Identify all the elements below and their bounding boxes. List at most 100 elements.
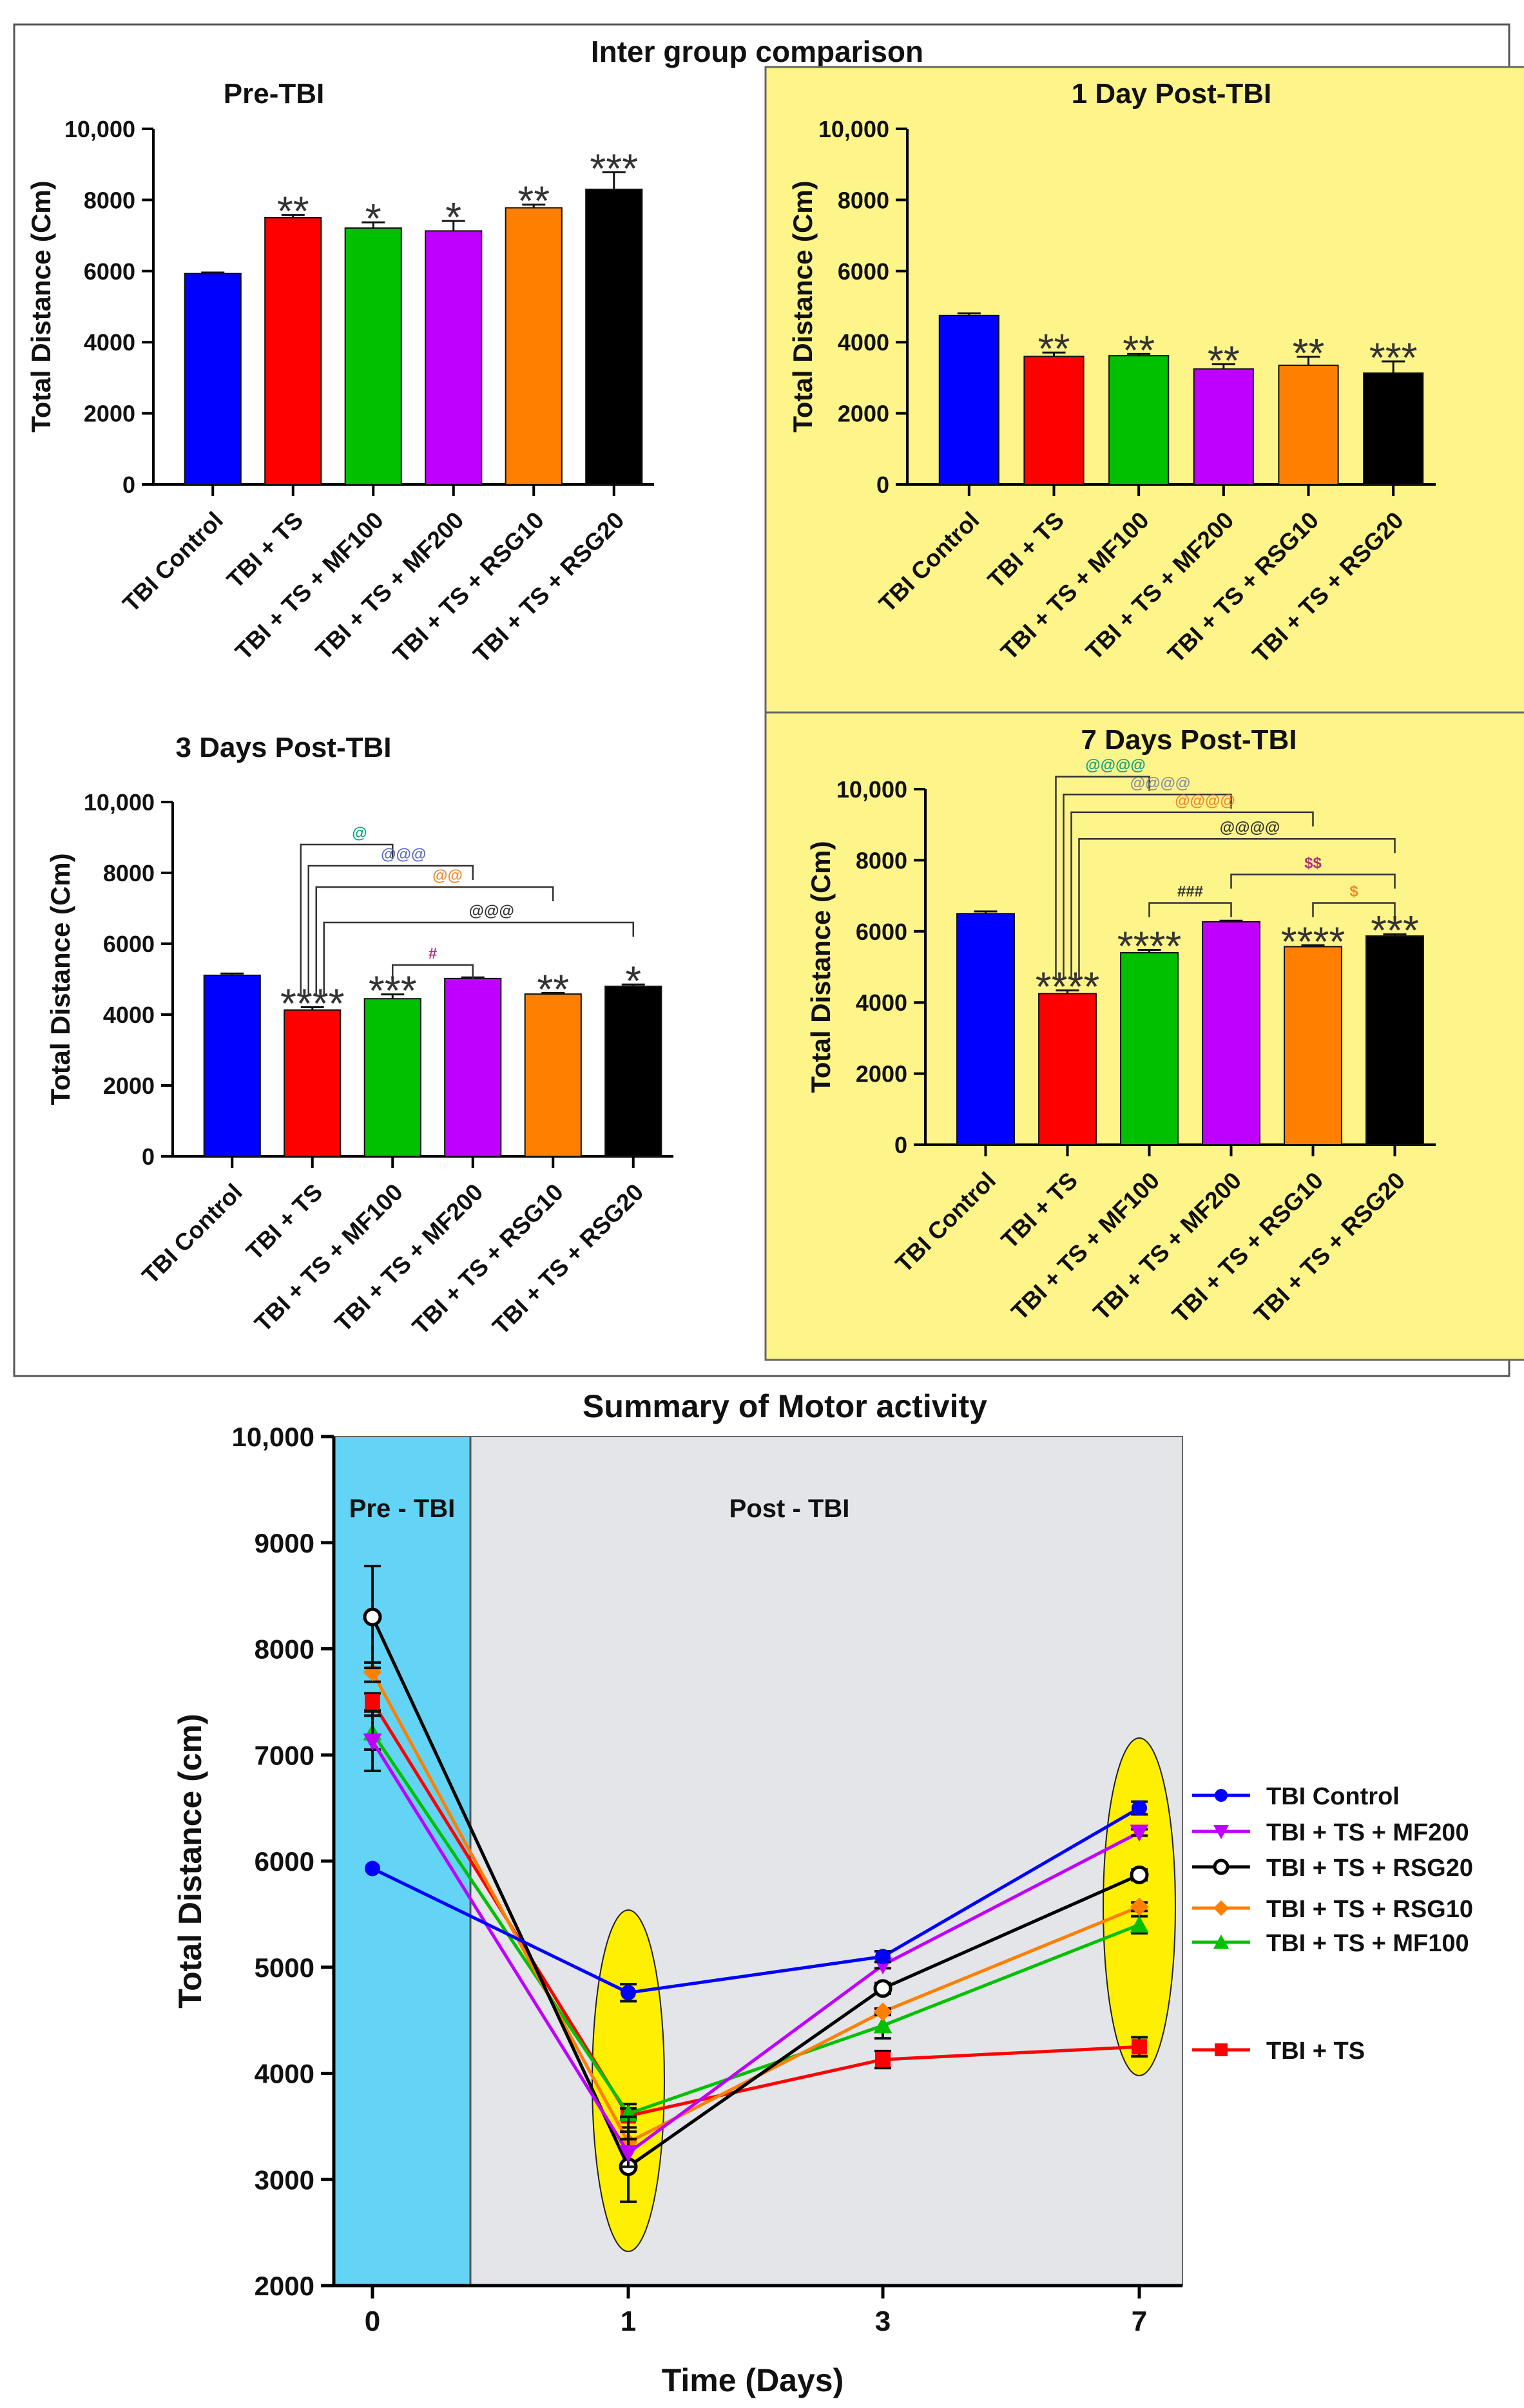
bracket-label: @@@@ — [1220, 819, 1280, 836]
bar-tbi-ts-rsg10 — [1278, 365, 1339, 486]
data-point — [1130, 1897, 1149, 1916]
comparison-bracket — [1078, 838, 1396, 979]
legend-label: TBI + TS + MF100 — [1266, 1930, 1469, 1957]
bar-tbi-ts — [1038, 993, 1097, 1146]
chart-title: Pre-TBI — [224, 78, 324, 110]
legend-marker — [1213, 1859, 1230, 1875]
bar-tbi-ts-mf200 — [444, 977, 502, 1158]
legend-entry-tbi-ts-rsg10: TBI + TS + RSG10 — [1192, 1896, 1473, 1923]
y-tick-label: 0 — [122, 472, 135, 498]
x-tick-label: 7 — [1132, 2306, 1147, 2337]
bracket-label: $ — [1349, 883, 1358, 901]
comparison-bracket — [1055, 776, 1150, 979]
significance-stars: **** — [1036, 963, 1100, 1009]
bracket-label: @ — [352, 825, 367, 842]
significance-stars: ** — [537, 966, 569, 1012]
comparison-bracket — [307, 865, 474, 996]
bar-tbi-ts-mf200 — [425, 230, 483, 485]
data-point — [365, 1694, 380, 1710]
legend-entry-tbi-ts-mf200: TBI + TS + MF200 — [1192, 1819, 1469, 1846]
y-axis-label: Total Distance (Cm) — [787, 180, 818, 432]
comparison-bracket — [1312, 902, 1396, 917]
bar-tbi-ts-mf200 — [1202, 921, 1260, 1145]
data-point — [1132, 2039, 1147, 2055]
bar-tbi-ts-mf100 — [1120, 951, 1179, 1146]
bar-tbi-ts-rsg10 — [505, 207, 563, 485]
x-tick-label: 0 — [365, 2306, 380, 2337]
bar-tbi-ts-rsg10 — [524, 993, 582, 1157]
significance-stars: * — [625, 957, 641, 1004]
legend-label: TBI + TS + RSG20 — [1266, 1855, 1473, 1882]
data-point — [875, 1949, 891, 1965]
series-line — [371, 1806, 1141, 1994]
data-point — [1130, 1915, 1149, 1933]
bar-tbi-control — [956, 913, 1015, 1145]
significance-stars: * — [365, 195, 381, 242]
bar-tbi-ts — [264, 217, 322, 485]
summary-title: Summary of Motor activity — [583, 1388, 987, 1424]
legend-label: TBI + TS + MF200 — [1266, 1819, 1469, 1846]
bracket-label: ### — [1177, 883, 1203, 901]
significance-stars: **** — [1117, 923, 1182, 970]
significance-stars: **** — [1281, 918, 1346, 964]
y-tick-label: 4000 — [856, 989, 907, 1016]
comparison-bracket — [323, 921, 634, 996]
y-tick-label: 4000 — [103, 1002, 155, 1028]
significance-stars: *** — [1369, 334, 1418, 381]
bracket-label: @@@@ — [1130, 774, 1191, 792]
significance-stars: ** — [1293, 330, 1325, 376]
intergroup-title: Inter group comparison — [591, 35, 923, 68]
data-point — [363, 1733, 382, 1751]
y-tick-label: 6000 — [103, 931, 155, 957]
comparison-bracket — [1148, 902, 1232, 917]
bar-tbi-ts — [1023, 356, 1085, 486]
chart-title: 3 Days Post-TBI — [176, 732, 392, 763]
data-point — [1130, 1824, 1149, 1842]
bar-tbi-control — [203, 974, 261, 1157]
legend-label: TBI Control — [1266, 1783, 1400, 1810]
y-tick-label: 4000 — [838, 329, 889, 356]
series-line — [371, 1732, 1140, 2116]
significance-stars: ** — [1123, 327, 1155, 373]
y-tick-label: 10,000 — [64, 116, 135, 142]
y-axis-label: Total Distance (cm) — [172, 1714, 208, 2009]
y-tick-label: 0 — [876, 472, 889, 498]
y-tick-label: 4000 — [255, 2059, 314, 2089]
series-line — [371, 1740, 1141, 2155]
bar-tbi-ts-rsg20 — [585, 188, 643, 485]
bar-tbi-ts-mf100 — [344, 227, 402, 485]
y-tick-label: 6000 — [84, 258, 135, 285]
y-tick-label: 6000 — [838, 258, 889, 285]
data-point — [365, 1860, 380, 1877]
pre-tbi-region — [334, 1437, 470, 2286]
significance-stars: **** — [280, 980, 345, 1026]
legend-label: TBI + TS + RSG10 — [1266, 1896, 1473, 1923]
y-tick-label: 8000 — [856, 847, 907, 874]
highlight-ellipse-day-1 — [592, 1909, 665, 2252]
comparison-bracket — [1070, 811, 1314, 979]
chart-7-days-post-tbi: 7 Days Post-TBI Total Distance (Cm) 0 2000 4… — [764, 711, 1524, 1361]
significance-stars: ** — [277, 188, 309, 234]
y-tick-label: 2000 — [838, 401, 889, 427]
y-tick-label: 0 — [142, 1143, 155, 1170]
legend-marker — [1213, 1935, 1229, 1949]
comparison-bracket — [1063, 794, 1232, 979]
y-tick-label: 5000 — [255, 1953, 314, 1983]
significance-stars: *** — [590, 145, 638, 191]
y-tick-label: 10,000 — [84, 789, 155, 816]
significance-stars: ** — [1208, 337, 1240, 383]
y-tick-label: 2000 — [856, 1061, 907, 1087]
y-axis-label: Total Distance (Cm) — [26, 180, 56, 432]
legend-entry-tbi-ts-mf100: TBI + TS + MF100 — [1192, 1930, 1469, 1957]
chart-1-day-post-tbi: 1 Day Post-TBI Total Distance (Cm) 0 2000 40… — [764, 66, 1524, 732]
y-tick-label: 2000 — [84, 401, 135, 427]
comparison-bracket — [392, 964, 474, 979]
legend-marker — [1213, 1900, 1229, 1916]
y-tick-label: 6000 — [856, 919, 907, 945]
data-point — [621, 1985, 636, 2001]
significance-stars: ** — [1038, 325, 1070, 372]
series-line — [371, 1616, 1141, 2170]
bar-tbi-ts — [284, 1009, 342, 1157]
y-tick-label: 9000 — [255, 1528, 314, 1558]
